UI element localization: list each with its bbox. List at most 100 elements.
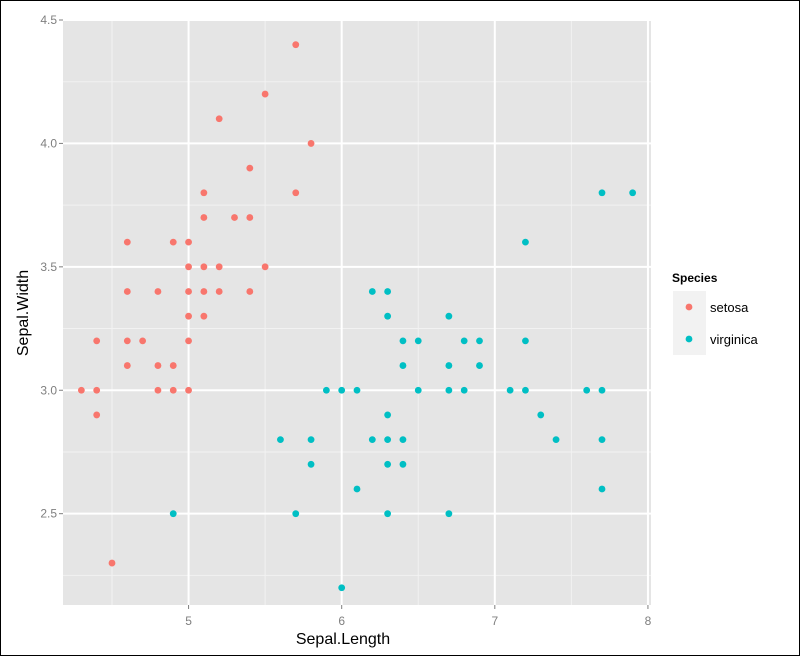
data-point-virginica	[384, 288, 392, 295]
minor-grid	[63, 20, 651, 605]
x-axis-title: Sepal.Length	[296, 631, 390, 648]
y-axis: 2.5 3.0 3.5 4.0 4.5	[40, 13, 63, 521]
legend: Species setosa virginica	[672, 271, 758, 355]
y-tick-label: 4.5	[40, 13, 57, 27]
data-point-virginica	[598, 189, 606, 197]
data-point-virginica	[598, 386, 606, 394]
data-point-virginica	[277, 436, 284, 444]
data-point-setosa	[93, 386, 101, 394]
x-tick-label: 8	[645, 614, 652, 628]
data-point-virginica	[522, 386, 529, 394]
data-point-virginica	[338, 386, 346, 394]
data-point-virginica	[552, 436, 560, 444]
legend-label-setosa: setosa	[710, 300, 749, 315]
data-point-virginica	[322, 386, 330, 394]
data-point-virginica	[399, 337, 407, 345]
data-point-setosa	[77, 386, 85, 394]
data-point-setosa	[123, 288, 131, 295]
x-tick-label: 7	[491, 614, 498, 628]
data-point-virginica	[598, 485, 606, 493]
data-point-setosa	[185, 386, 192, 394]
data-point-setosa	[261, 90, 269, 98]
data-points	[77, 41, 637, 592]
data-point-setosa	[169, 362, 177, 369]
x-tick-label: 5	[185, 614, 192, 628]
data-point-virginica	[353, 386, 361, 394]
data-point-virginica	[445, 510, 453, 518]
y-tick-label: 3.0	[40, 383, 57, 397]
data-point-virginica	[307, 436, 315, 444]
data-point-virginica	[445, 312, 453, 320]
data-point-setosa	[154, 386, 162, 394]
data-point-setosa	[185, 238, 192, 246]
plot-panel	[63, 20, 651, 605]
data-point-virginica	[353, 485, 361, 493]
data-point-setosa	[185, 312, 192, 320]
data-point-setosa	[215, 288, 223, 295]
data-point-setosa	[139, 337, 147, 345]
data-point-virginica	[522, 337, 529, 345]
data-point-setosa	[246, 288, 254, 295]
data-point-setosa	[154, 288, 162, 295]
data-point-setosa	[185, 337, 192, 345]
data-point-setosa	[200, 312, 208, 320]
data-point-setosa	[93, 337, 101, 345]
data-point-setosa	[123, 337, 131, 345]
data-point-setosa	[246, 164, 254, 172]
data-point-setosa	[154, 362, 162, 369]
data-point-virginica	[169, 510, 177, 518]
data-point-virginica	[629, 189, 637, 197]
y-tick-label: 3.5	[40, 260, 57, 274]
data-point-virginica	[384, 411, 392, 419]
data-point-virginica	[445, 386, 453, 394]
data-point-virginica	[476, 337, 483, 345]
data-point-setosa	[200, 214, 208, 221]
y-axis-title: Sepal.Width	[15, 270, 32, 356]
data-point-setosa	[200, 263, 208, 271]
data-point-virginica	[598, 436, 606, 444]
x-axis: 5 6 7 8	[185, 605, 652, 628]
legend-label-virginica: virginica	[710, 332, 758, 347]
data-point-setosa	[215, 115, 223, 123]
data-point-setosa	[123, 362, 131, 369]
data-point-setosa	[185, 263, 192, 271]
data-point-virginica	[537, 411, 545, 419]
data-point-virginica	[414, 337, 422, 345]
data-point-virginica	[307, 460, 315, 468]
data-point-setosa	[231, 214, 238, 221]
data-point-setosa	[123, 238, 131, 246]
data-point-setosa	[246, 214, 254, 221]
legend-title: Species	[672, 271, 718, 285]
major-grid	[63, 19, 651, 605]
data-point-setosa	[261, 263, 269, 271]
data-point-virginica	[338, 584, 346, 592]
data-point-virginica	[476, 362, 483, 369]
data-point-setosa	[292, 41, 300, 49]
legend-marker-setosa	[685, 303, 693, 311]
data-point-setosa	[215, 263, 223, 271]
data-point-setosa	[292, 189, 300, 197]
data-point-virginica	[384, 436, 392, 444]
data-point-setosa	[93, 411, 101, 419]
data-point-virginica	[445, 362, 453, 369]
data-point-virginica	[384, 460, 392, 468]
data-point-virginica	[384, 312, 392, 320]
data-point-virginica	[414, 386, 422, 394]
data-point-virginica	[460, 337, 468, 345]
data-point-virginica	[460, 386, 468, 394]
data-point-setosa	[169, 386, 177, 394]
data-point-virginica	[399, 436, 407, 444]
data-point-setosa	[169, 238, 177, 246]
y-tick-label: 2.5	[40, 507, 57, 521]
data-point-virginica	[399, 460, 407, 468]
y-tick-label: 4.0	[40, 136, 57, 150]
data-point-setosa	[200, 189, 208, 197]
data-point-setosa	[200, 288, 208, 295]
data-point-virginica	[368, 436, 376, 444]
data-point-virginica	[292, 510, 300, 518]
data-point-virginica	[583, 386, 591, 394]
data-point-setosa	[307, 140, 315, 147]
data-point-virginica	[506, 386, 514, 394]
